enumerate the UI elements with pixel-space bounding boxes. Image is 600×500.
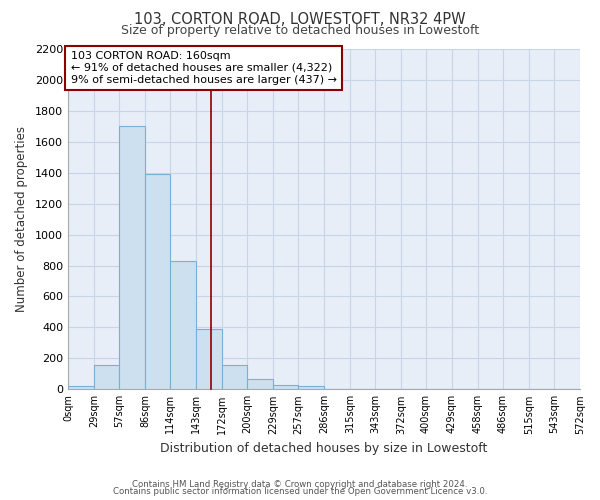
Bar	[196, 329, 222, 390]
Text: 103 CORTON ROAD: 160sqm
← 91% of detached houses are smaller (4,322)
9% of semi-: 103 CORTON ROAD: 160sqm ← 91% of detache…	[71, 52, 337, 84]
Bar	[145, 174, 170, 390]
Bar	[273, 384, 298, 390]
Bar	[298, 386, 324, 390]
Bar	[119, 126, 145, 390]
X-axis label: Distribution of detached houses by size in Lowestoft: Distribution of detached houses by size …	[160, 442, 488, 455]
Bar	[68, 386, 94, 390]
Y-axis label: Number of detached properties: Number of detached properties	[15, 126, 28, 312]
Bar	[247, 380, 273, 390]
Text: 103, CORTON ROAD, LOWESTOFT, NR32 4PW: 103, CORTON ROAD, LOWESTOFT, NR32 4PW	[134, 12, 466, 28]
Text: Contains public sector information licensed under the Open Government Licence v3: Contains public sector information licen…	[113, 487, 487, 496]
Bar	[94, 366, 119, 390]
Text: Size of property relative to detached houses in Lowestoft: Size of property relative to detached ho…	[121, 24, 479, 37]
Bar	[170, 261, 196, 390]
Text: Contains HM Land Registry data © Crown copyright and database right 2024.: Contains HM Land Registry data © Crown c…	[132, 480, 468, 489]
Bar	[222, 364, 247, 390]
